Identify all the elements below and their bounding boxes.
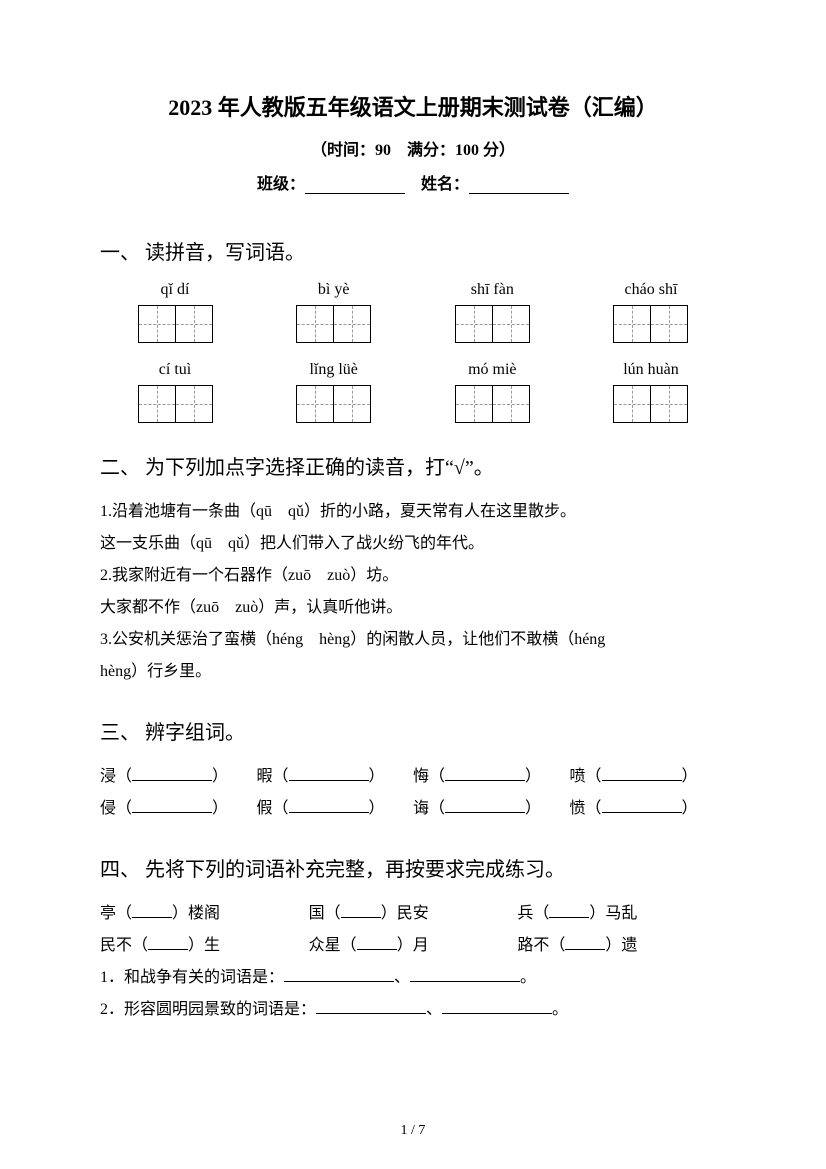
q2-line: 大家都不作（zuō zuò）声，认真听他讲。 bbox=[100, 592, 726, 624]
q2-line: 2.我家附近有一个石器作（zuō zuò）坊。 bbox=[100, 560, 726, 592]
q3-char: 浸 bbox=[100, 768, 116, 785]
char-box[interactable] bbox=[586, 305, 716, 343]
pinyin-label: shī fàn bbox=[427, 281, 557, 299]
char-box[interactable] bbox=[110, 385, 240, 423]
q2-line: 1.沿着池塘有一条曲（qū qǔ）折的小路，夏天常有人在这里散步。 bbox=[100, 496, 726, 528]
end: 。 bbox=[520, 969, 536, 986]
q4-post: ）马乱 bbox=[589, 905, 637, 922]
q3-blank[interactable] bbox=[132, 767, 212, 781]
q3-char: 侵 bbox=[100, 800, 116, 817]
q3-row-2: 侵（） 假（） 诲（） 愤（） bbox=[100, 793, 726, 825]
class-label: 班级： bbox=[257, 176, 305, 193]
char-box[interactable] bbox=[586, 385, 716, 423]
q3-blank[interactable] bbox=[445, 799, 525, 813]
q4-row-1: 亭（ ）楼阁 国（ ）民安 兵（ ）马乱 bbox=[100, 898, 726, 930]
q3-char: 假 bbox=[257, 800, 273, 817]
q3-char: 愤 bbox=[570, 800, 586, 817]
sep: 、 bbox=[426, 1001, 442, 1018]
q3-char: 诲 bbox=[413, 800, 429, 817]
section2-body: 1.沿着池塘有一条曲（qū qǔ）折的小路，夏天常有人在这里散步。 这一支乐曲（… bbox=[100, 496, 726, 688]
char-box[interactable] bbox=[427, 385, 557, 423]
q3-char: 悔 bbox=[413, 768, 429, 785]
student-info: 班级： 姓名： bbox=[100, 170, 726, 194]
page-subtitle: （时间：90 满分：100 分） bbox=[100, 136, 726, 160]
q3-char: 暇 bbox=[257, 768, 273, 785]
char-box[interactable] bbox=[110, 305, 240, 343]
pinyin-label: mó miè bbox=[427, 361, 557, 379]
q4-sub1: 1．和战争有关的词语是： 、 。 bbox=[100, 962, 726, 994]
q4-pre: 路不（ bbox=[517, 937, 565, 954]
q4-blank[interactable] bbox=[565, 936, 605, 950]
section1-title: 一、 读拼音，写词语。 bbox=[100, 236, 726, 265]
answer-blank[interactable] bbox=[442, 1000, 552, 1014]
q4-post: ）楼阁 bbox=[172, 905, 220, 922]
q3-blank[interactable] bbox=[602, 767, 682, 781]
pinyin-label: lǐng lüè bbox=[269, 361, 399, 379]
q4-pre: 民不（ bbox=[100, 937, 148, 954]
q4-post: ）生 bbox=[188, 937, 220, 954]
q4-q2-label: 2．形容圆明园景致的词语是： bbox=[100, 1001, 316, 1018]
q2-line: 这一支乐曲（qū qǔ）把人们带入了战火纷飞的年代。 bbox=[100, 528, 726, 560]
section3-title: 三、 辨字组词。 bbox=[100, 716, 726, 745]
pinyin-label: qǐ dí bbox=[110, 281, 240, 299]
name-label: 姓名： bbox=[421, 176, 469, 193]
q4-blank[interactable] bbox=[132, 904, 172, 918]
section4-title: 四、 先将下列的词语补充完整，再按要求完成练习。 bbox=[100, 853, 726, 882]
q2-line: hèng）行乡里。 bbox=[100, 656, 726, 688]
q4-blank[interactable] bbox=[148, 936, 188, 950]
q2-line: 3.公安机关惩治了蛮横（héng hèng）的闲散人员，让他们不敢横（héng bbox=[100, 624, 726, 656]
class-blank[interactable] bbox=[305, 178, 405, 194]
q4-q1-label: 1．和战争有关的词语是： bbox=[100, 969, 284, 986]
q3-char: 喷 bbox=[570, 768, 586, 785]
q3-blank[interactable] bbox=[289, 767, 369, 781]
char-box[interactable] bbox=[269, 385, 399, 423]
section4-body: 亭（ ）楼阁 国（ ）民安 兵（ ）马乱 民不（ ）生 众星（ ）月 路不（ ）遗 1．和战… bbox=[100, 898, 726, 1026]
page-number: 1 / 7 bbox=[0, 1123, 826, 1139]
pinyin-label: cháo shī bbox=[586, 281, 716, 299]
q4-pre: 国（ bbox=[309, 905, 341, 922]
answer-blank[interactable] bbox=[284, 968, 394, 982]
pinyin-label: bì yè bbox=[269, 281, 399, 299]
q3-blank[interactable] bbox=[289, 799, 369, 813]
q4-post: ）遗 bbox=[605, 937, 637, 954]
name-blank[interactable] bbox=[469, 178, 569, 194]
q4-blank[interactable] bbox=[341, 904, 381, 918]
q3-row-1: 浸（） 暇（） 悔（） 喷（） bbox=[100, 761, 726, 793]
pinyin-row-1: qǐ dí bì yè shī fàn cháo shī bbox=[100, 281, 726, 343]
answer-blank[interactable] bbox=[410, 968, 520, 982]
q4-post: ）民安 bbox=[381, 905, 429, 922]
q4-pre: 兵（ bbox=[517, 905, 549, 922]
q4-blank[interactable] bbox=[357, 936, 397, 950]
pinyin-row-2: cí tuì lǐng lüè mó miè lún huàn bbox=[100, 361, 726, 423]
q4-pre: 亭（ bbox=[100, 905, 132, 922]
char-box[interactable] bbox=[427, 305, 557, 343]
answer-blank[interactable] bbox=[316, 1000, 426, 1014]
page-title: 2023 年人教版五年级语文上册期末测试卷（汇编） bbox=[100, 90, 726, 122]
q4-sub2: 2．形容圆明园景致的词语是： 、 。 bbox=[100, 994, 726, 1026]
q3-blank[interactable] bbox=[602, 799, 682, 813]
q4-post: ）月 bbox=[397, 937, 429, 954]
sep: 、 bbox=[394, 969, 410, 986]
char-box[interactable] bbox=[269, 305, 399, 343]
end: 。 bbox=[552, 1001, 568, 1018]
section2-title: 二、 为下列加点字选择正确的读音，打“√”。 bbox=[100, 451, 726, 480]
q4-row-2: 民不（ ）生 众星（ ）月 路不（ ）遗 bbox=[100, 930, 726, 962]
pinyin-label: cí tuì bbox=[110, 361, 240, 379]
q4-pre: 众星（ bbox=[309, 937, 357, 954]
q3-blank[interactable] bbox=[445, 767, 525, 781]
section3-body: 浸（） 暇（） 悔（） 喷（） 侵（） 假（） 诲（） 愤（） bbox=[100, 761, 726, 825]
pinyin-label: lún huàn bbox=[586, 361, 716, 379]
q4-blank[interactable] bbox=[549, 904, 589, 918]
q3-blank[interactable] bbox=[132, 799, 212, 813]
